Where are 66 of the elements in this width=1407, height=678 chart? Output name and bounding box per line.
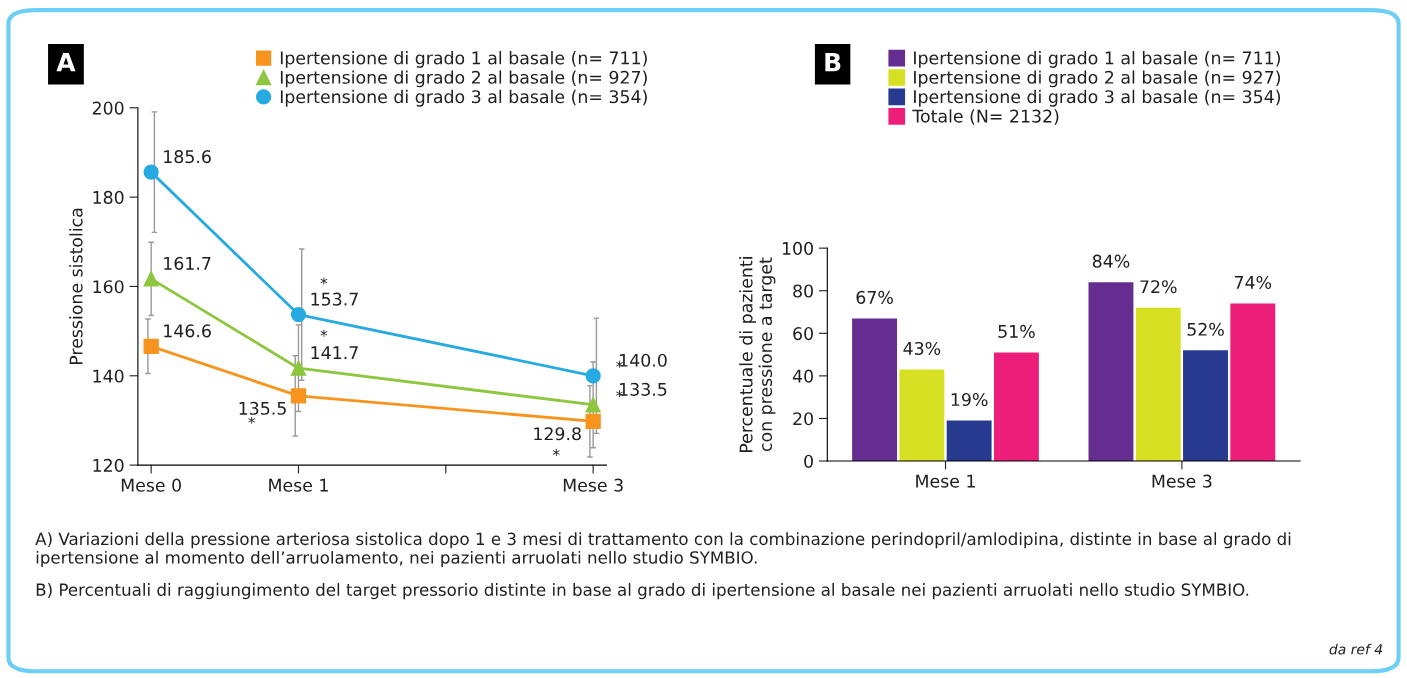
- y-tick-label: 100: [782, 241, 813, 255]
- annotation: *: [320, 329, 328, 337]
- y-tick-label: 80: [793, 284, 813, 298]
- data-label: 43%: [903, 341, 941, 356]
- chart-title: B: [825, 52, 841, 72]
- data-label: 129.8: [534, 427, 581, 441]
- data-label: 153.7: [311, 292, 358, 306]
- bar: [1135, 307, 1181, 462]
- point: [143, 271, 159, 287]
- point: [585, 413, 601, 429]
- y-tick-label: 200: [92, 101, 124, 115]
- data-label: 52%: [1187, 322, 1224, 336]
- bar: [852, 318, 898, 462]
- chart-title: A: [56, 52, 76, 72]
- legend-label: Totale (N= 2132): [912, 109, 1059, 125]
- y-tick-label: 60: [793, 327, 813, 341]
- data-label: 146.6: [164, 324, 211, 338]
- data-label: 185.6: [164, 150, 211, 164]
- x-tick-label: Mese 1: [916, 474, 975, 488]
- text: A) Variazioni della pressione arteriosa sistolica dopo 1 e 3 mesi di trattamento con la combinazione perindopril/amlodipina, distinte in base al grado di ipertensione al momento dell’arruolamento, nei pazienti arruolati nello studio SYMBIO.: [35, 532, 1291, 568]
- bar: [1088, 282, 1134, 462]
- point: [290, 306, 307, 323]
- y-tick-label: 160: [93, 280, 124, 294]
- y-axis-title: Percentuale di pazienti con pressione a target: [739, 257, 776, 453]
- data-label: 84%: [1092, 254, 1130, 268]
- y-axis-title: Pressione sistolica: [69, 208, 83, 364]
- annotation: *: [248, 416, 256, 424]
- text: da ref 4: [1329, 643, 1383, 655]
- point: [143, 338, 159, 354]
- bar: [1183, 350, 1228, 462]
- bar: [899, 369, 945, 462]
- y-tick-label: 40: [792, 369, 813, 383]
- point: [143, 164, 159, 180]
- bar: [946, 420, 992, 462]
- x-tick-label: Mese 0: [121, 478, 181, 492]
- x-tick-label: Mese 1: [269, 478, 328, 492]
- x-tick-label: Mese 3: [563, 478, 623, 492]
- bar: [1230, 303, 1276, 462]
- legend-label: Ipertensione di grado 1 al basale (n= 711): [280, 51, 647, 68]
- text: B) Percentuali di raggiungimento del target pressorio distinte in base al grado di ipertensione al basale nei pazienti arruolati nello studio SYMBIO.: [36, 583, 1249, 600]
- data-label: 19%: [951, 392, 988, 407]
- y-tick-label: 180: [93, 190, 124, 204]
- legend-label: Ipertensione di grado 1 al basale (n= 711): [914, 51, 1280, 68]
- point: [585, 397, 601, 413]
- y-tick-label: 120: [93, 458, 124, 472]
- legend-label: Ipertensione di grado 2 al basale (n= 927): [914, 70, 1280, 88]
- legend-label: Ipertensione di grado 2 al basale (n= 927): [280, 70, 647, 88]
- y-tick-label: 20: [793, 412, 813, 426]
- legend-label: Ipertensione di grado 3 al basale (n= 354): [280, 89, 647, 107]
- legend-label: Ipertensione di grado 3 al basale (n= 354): [914, 89, 1280, 107]
- point: [290, 388, 307, 404]
- y-tick-label: 140: [93, 369, 124, 383]
- annotation: *: [552, 449, 560, 457]
- point: [290, 360, 307, 376]
- data-label: 161.7: [164, 256, 211, 270]
- data-label: 51%: [998, 324, 1035, 338]
- data-label: 67%: [856, 290, 893, 304]
- y-tick-label: 0: [804, 454, 813, 468]
- x-tick-label: Mese 3: [1152, 474, 1212, 488]
- data-label: 141.7: [311, 346, 358, 360]
- data-label: 72%: [1140, 280, 1177, 294]
- point: [585, 368, 601, 384]
- bar: [993, 352, 1039, 462]
- data-label: 135.5: [239, 401, 286, 415]
- data-label: 74%: [1234, 275, 1272, 290]
- annotation: *: [320, 277, 328, 285]
